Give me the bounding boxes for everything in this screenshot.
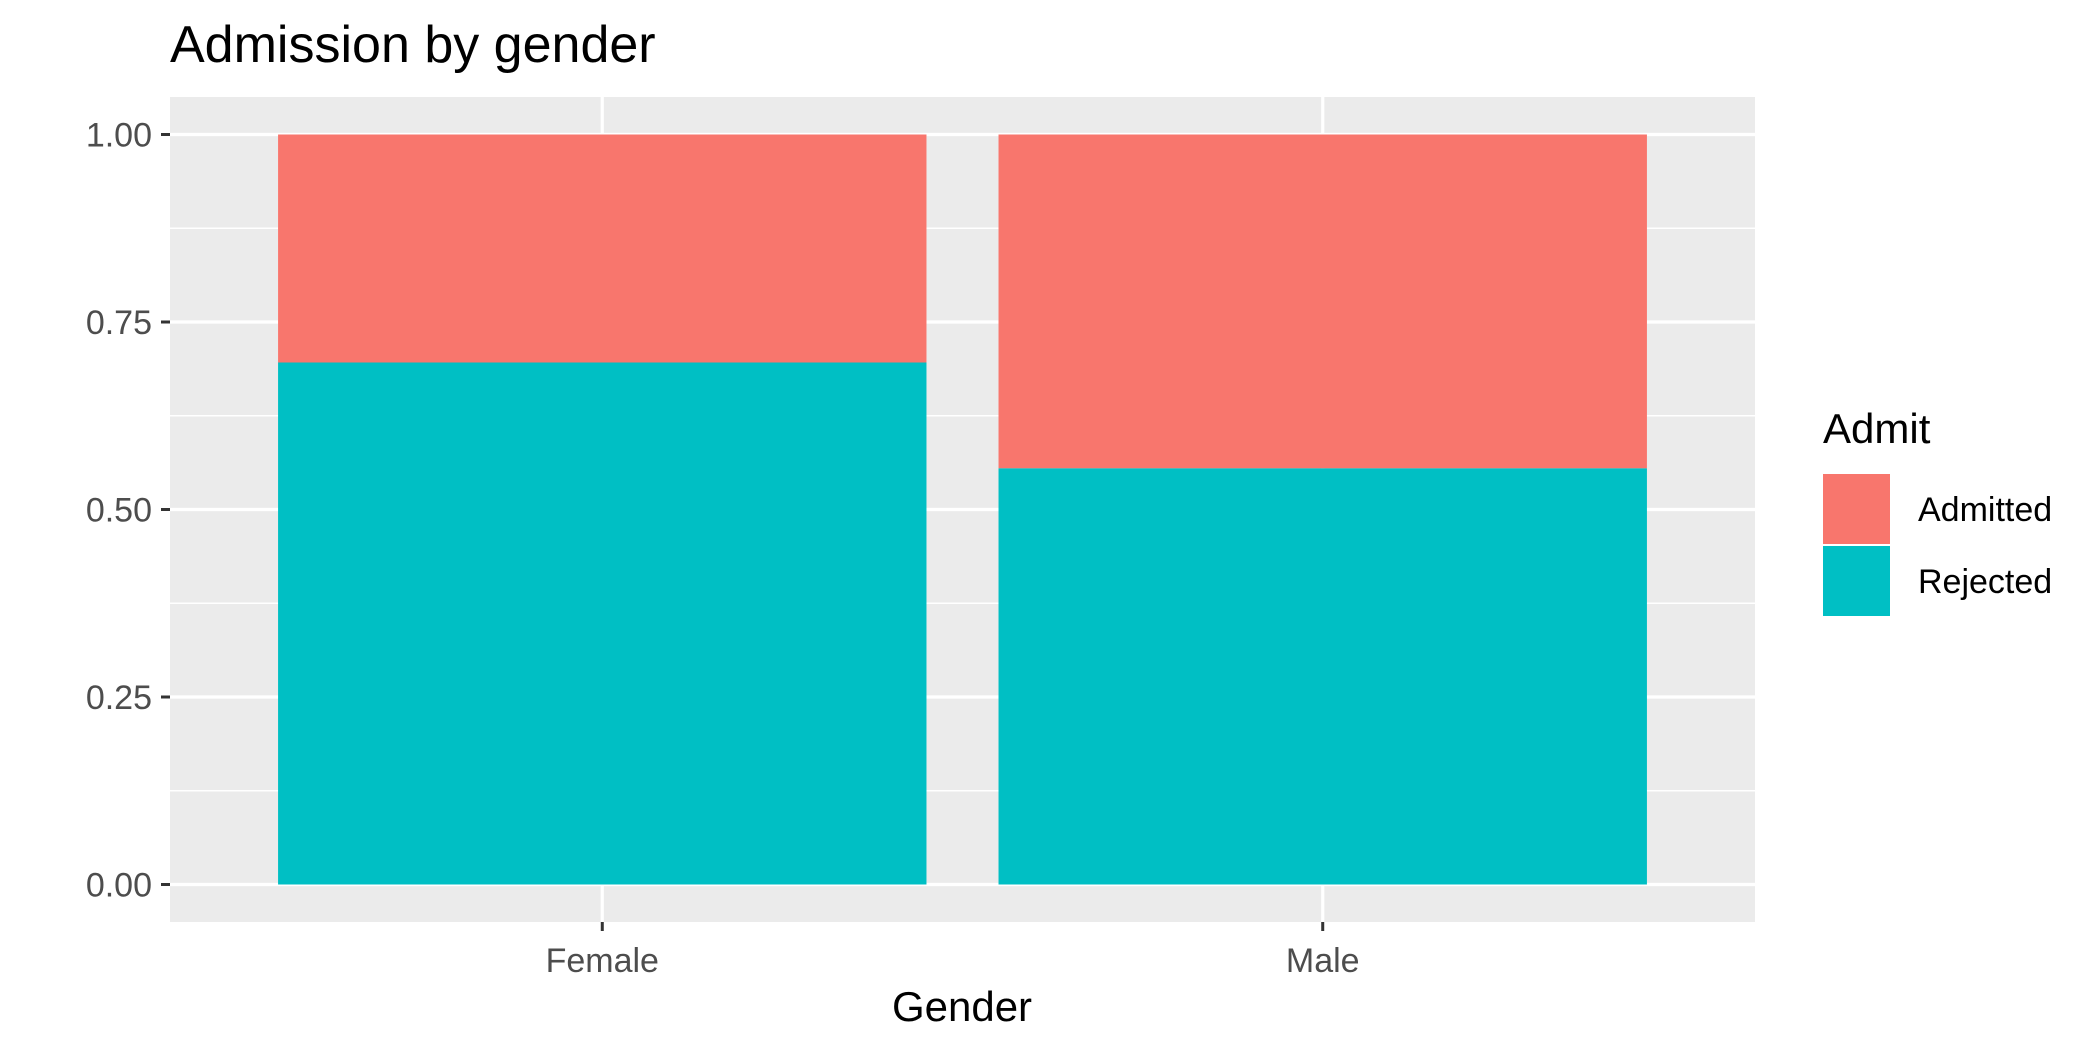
- legend-entries: Admitted Rejected: [1823, 474, 2052, 616]
- bar-male-rejected: [998, 468, 1647, 885]
- legend-key-rejected: [1823, 546, 1890, 616]
- legend-label-admitted: Admitted: [1918, 491, 2052, 529]
- legend-title: Admit: [1823, 405, 1931, 452]
- y-tick-label: 1.00: [86, 117, 152, 155]
- bars: [278, 134, 1647, 885]
- y-axis: 0.00 0.25 0.50 0.75 1.00: [86, 117, 170, 905]
- x-axis: Female Male: [546, 922, 1360, 980]
- y-tick-label: 0.25: [86, 679, 152, 717]
- x-tick-label: Male: [1286, 942, 1360, 980]
- chart-title: Admission by gender: [170, 16, 656, 74]
- x-axis-title: Gender: [892, 983, 1032, 1030]
- bar-male-admitted: [998, 134, 1647, 469]
- legend: Admit Admitted Rejected: [1823, 405, 2052, 616]
- y-tick-label: 0.50: [86, 492, 152, 530]
- bar-female-rejected: [278, 362, 927, 885]
- bar-female-admitted: [278, 134, 927, 363]
- legend-key-admitted: [1823, 474, 1890, 544]
- y-tick-label: 0.75: [86, 304, 152, 342]
- y-tick-label: 0.00: [86, 867, 152, 905]
- x-tick-label: Female: [546, 942, 659, 980]
- legend-label-rejected: Rejected: [1918, 563, 2052, 601]
